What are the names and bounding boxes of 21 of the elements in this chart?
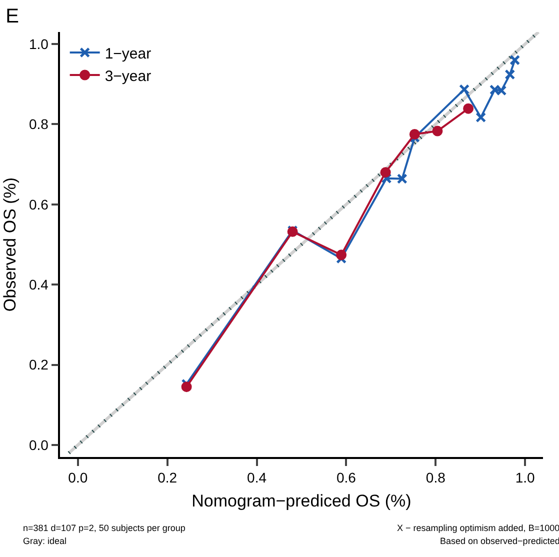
x-tick-label: 0.0 [68,470,88,486]
x-tick-label: 0.6 [336,470,356,486]
x-axis-title: Nomogram−prediced OS (%) [192,491,412,510]
y-tick-label: 1.0 [28,36,49,52]
y-tick-label: 0.0 [28,436,49,453]
legend-label: 1−year [104,45,152,62]
y-tick-label: 0.2 [28,356,49,373]
x-tick-label: 1.0 [515,470,536,486]
text: Based on observed−predicted [440,536,559,546]
text: n=381 d=107 p=2, 50 subjects per group [23,523,186,533]
text: X − resampling optimism added, B=1000 [397,523,559,533]
text: Gray: ideal [23,536,67,546]
y-tick-label: 0.8 [28,116,49,132]
legend-label: 3−year [104,68,152,85]
y-tick-label: 0.6 [28,196,49,212]
x-tick-label: 0.2 [158,470,178,486]
chart-title: E [6,5,19,28]
y-axis-title: Observed OS (%) [0,177,20,312]
x-tick-label: 0.8 [426,470,446,486]
x-tick-label: 0.4 [247,470,267,486]
y-tick-label: 0.4 [28,276,49,292]
